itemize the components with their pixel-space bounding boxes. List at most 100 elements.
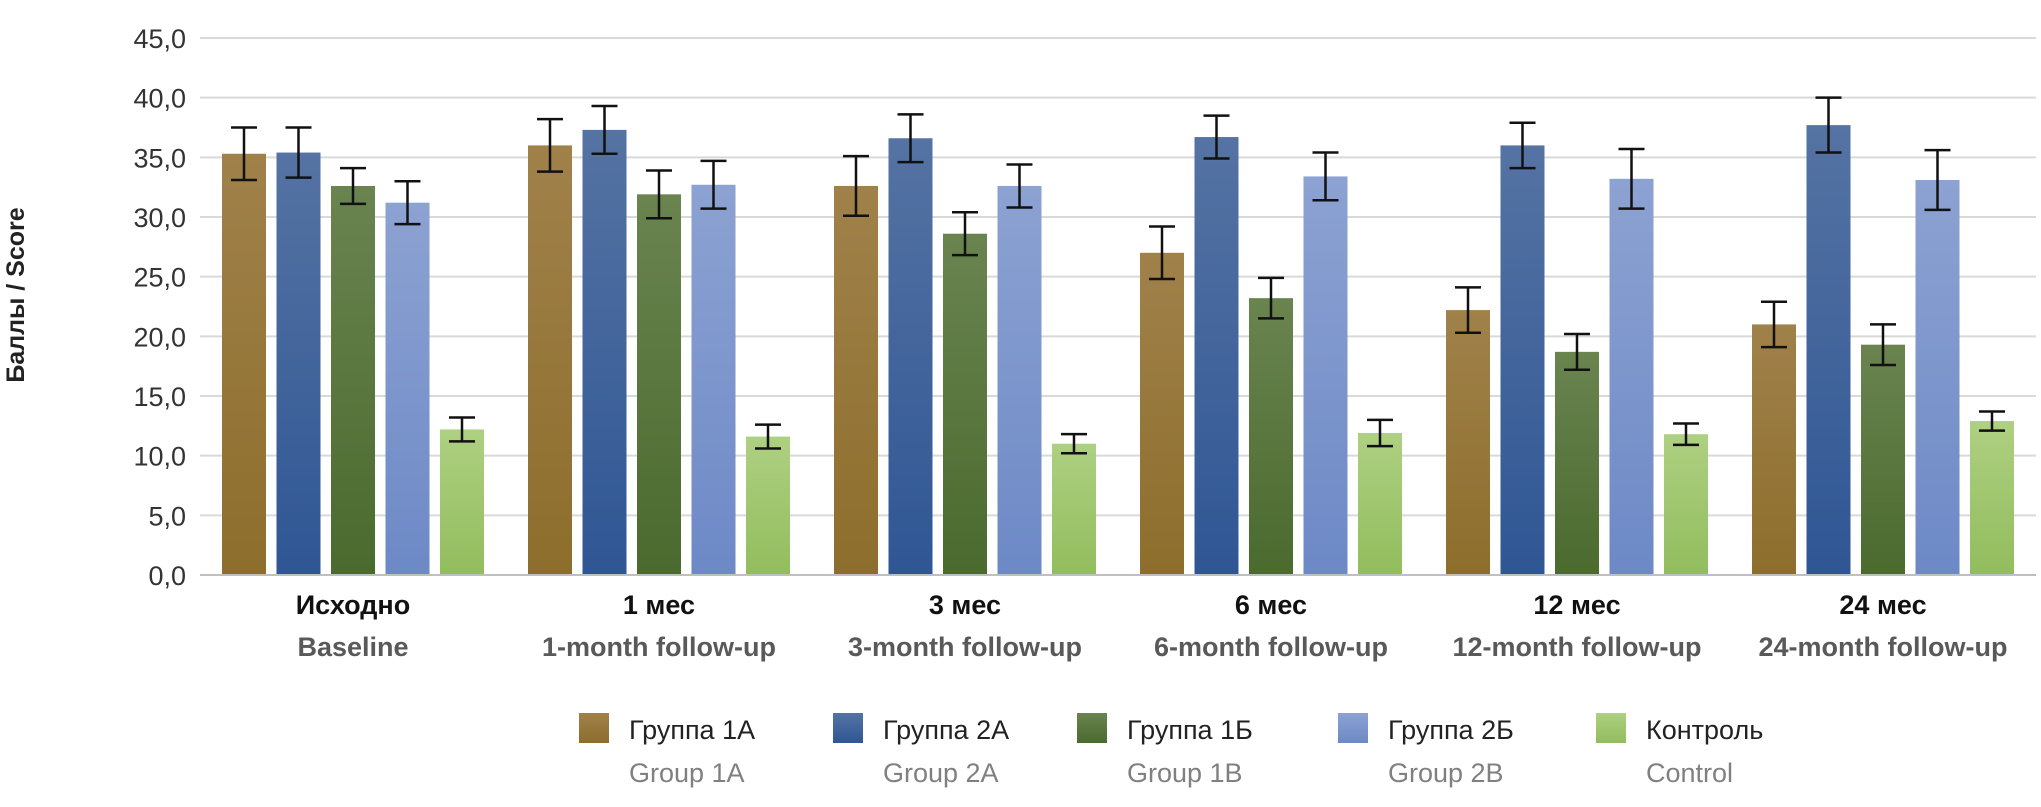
legend-swatch	[1596, 713, 1626, 743]
legend-label-en: Group 1A	[629, 758, 745, 788]
bar	[1358, 432, 1402, 575]
error-bar	[1815, 96, 1842, 154]
y-tick-label: 45,0	[133, 24, 186, 54]
y-tick-label: 30,0	[133, 203, 186, 233]
legend-swatch	[1077, 713, 1107, 743]
legend-label: Группа 2Б	[1388, 715, 1514, 745]
legend-item: Группа 2А Group 2A	[833, 713, 1009, 788]
legend-item: Группа 2Б Group 2B	[1338, 713, 1514, 788]
legend-label-en: Group 2A	[883, 758, 999, 788]
x-tick-label: 3 мес	[929, 590, 1001, 620]
error-bar	[231, 126, 257, 182]
gridlines	[200, 37, 2036, 517]
y-tick-label: 10,0	[133, 442, 186, 472]
bar	[834, 185, 878, 575]
legend-item: Группа 1Б Group 1B	[1077, 713, 1253, 788]
error-bar	[1564, 332, 1590, 371]
x-tick-label-en: 6-month follow-up	[1154, 632, 1388, 662]
legend-label-en: Control	[1646, 758, 1733, 788]
bar	[1752, 324, 1796, 575]
error-bar	[1618, 147, 1645, 210]
bar	[1249, 298, 1293, 575]
error-bar	[646, 169, 672, 220]
bar	[1140, 252, 1184, 576]
bar	[1194, 137, 1239, 575]
bar	[1446, 310, 1490, 575]
error-bar	[449, 416, 475, 443]
error-bar	[1149, 225, 1175, 281]
error-bar	[1367, 418, 1393, 448]
error-bar	[843, 154, 869, 218]
bar	[385, 202, 430, 575]
bar	[276, 152, 321, 575]
y-tick-label: 0,0	[148, 561, 186, 591]
error-bar	[1061, 432, 1087, 455]
error-bar	[700, 159, 727, 210]
bar	[1052, 443, 1096, 575]
error-bar	[591, 104, 618, 156]
x-tick-label-en: 3-month follow-up	[848, 632, 1082, 662]
legend-label: Группа 2А	[883, 715, 1009, 745]
error-bar	[1006, 163, 1033, 209]
error-bar	[1509, 121, 1536, 170]
error-bar	[394, 179, 421, 226]
error-bar	[537, 117, 563, 173]
error-bar	[1203, 114, 1230, 160]
error-bar	[1979, 410, 2005, 432]
error-bar	[1673, 422, 1699, 447]
bar	[331, 185, 375, 575]
y-tick-label: 15,0	[133, 382, 186, 412]
y-tick-label: 5,0	[148, 501, 186, 531]
error-bar	[1924, 148, 1951, 212]
y-tick-label: 40,0	[133, 84, 186, 114]
error-bar	[285, 126, 312, 179]
x-tick-label: 6 мес	[1235, 590, 1307, 620]
x-axis-categories: Исходно Baseline 1 мес 1-month follow-up 3 м…	[296, 590, 2008, 662]
error-bar	[1258, 276, 1284, 320]
y-tick-label: 35,0	[133, 143, 186, 173]
bar	[1970, 421, 2014, 575]
error-bar	[340, 166, 366, 206]
legend-label-en: Group 2B	[1388, 758, 1504, 788]
error-bar	[1455, 286, 1481, 335]
legend-label: Контроль	[1646, 715, 1763, 745]
x-tick-label: 1 мес	[623, 590, 695, 620]
bar	[1609, 178, 1654, 575]
bar	[1915, 180, 1960, 576]
error-bars	[231, 96, 2005, 455]
legend-swatch	[1338, 713, 1368, 743]
error-bar	[897, 113, 924, 164]
y-tick-label: 20,0	[133, 322, 186, 352]
error-bar	[1312, 151, 1339, 202]
bar	[222, 153, 266, 575]
bar	[1500, 145, 1545, 575]
bar	[943, 233, 987, 575]
bar	[1664, 434, 1708, 575]
x-tick-label-en: 24-month follow-up	[1759, 632, 2008, 662]
bar	[1303, 176, 1348, 575]
legend-label-en: Group 1B	[1127, 758, 1243, 788]
y-tick-label: 25,0	[133, 263, 186, 293]
error-bar	[1761, 300, 1787, 349]
bar	[746, 436, 790, 575]
y-axis-label: Баллы / Score	[2, 207, 30, 382]
legend-swatch	[833, 713, 863, 743]
bar	[1861, 344, 1905, 575]
x-tick-label: 12 мес	[1533, 590, 1620, 620]
error-bar	[755, 423, 781, 450]
bar	[582, 129, 627, 576]
bar	[440, 429, 484, 575]
bar	[1555, 351, 1599, 575]
legend-swatch	[579, 713, 609, 743]
x-tick-label: Исходно	[296, 590, 411, 620]
legend-label: Группа 1Б	[1127, 715, 1253, 745]
bar	[528, 145, 572, 575]
y-axis-ticks: 0,0 5,0 10,0 15,0 20,0 25,0 30,0 35,0 40,0 45,0	[133, 24, 186, 591]
x-tick-label-en: 1-month follow-up	[542, 632, 776, 662]
x-tick-label-en: 12-month follow-up	[1453, 632, 1702, 662]
legend-item: Группа 1А Group 1A	[579, 713, 755, 788]
error-bar	[1870, 323, 1896, 367]
bar	[997, 185, 1042, 575]
